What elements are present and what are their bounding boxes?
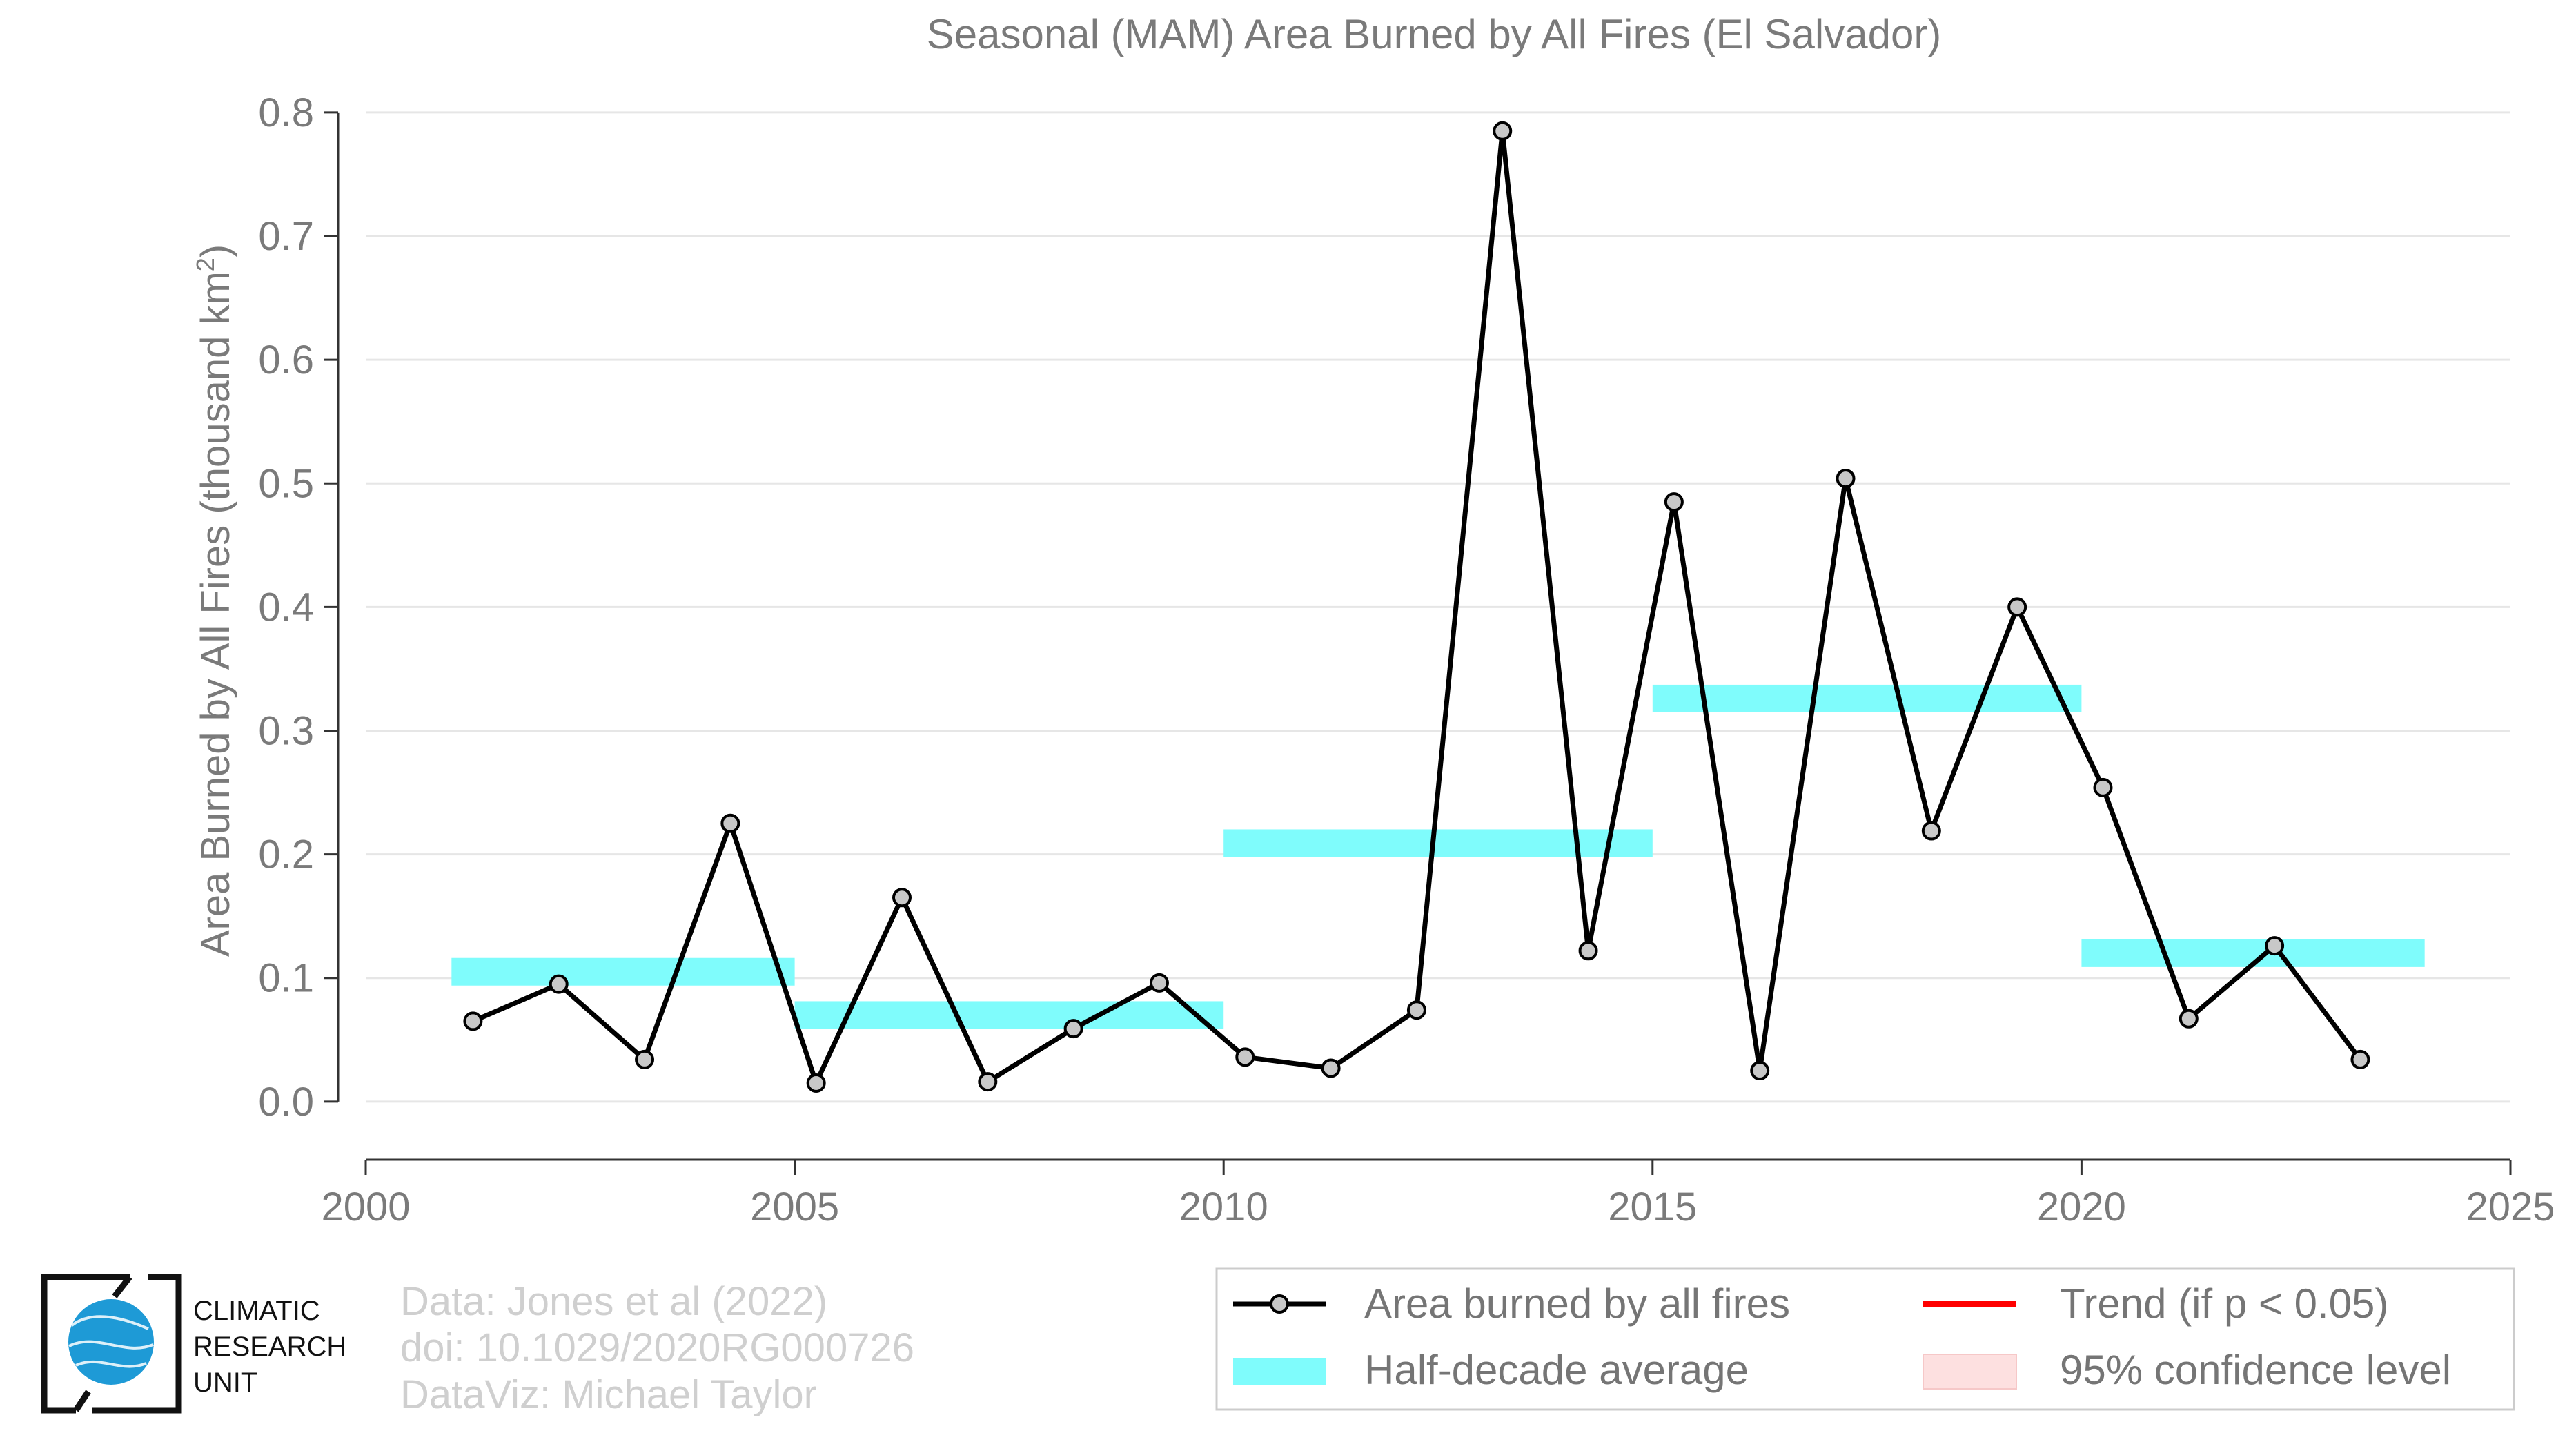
data-point [2350, 1049, 2370, 1069]
y-tick-label: 0.2 [258, 832, 314, 877]
y-tick-label: 0.3 [258, 708, 314, 753]
data-point [2007, 597, 2027, 617]
data-point [463, 1011, 483, 1031]
legend-ci-swatch [1923, 1354, 2017, 1390]
half-decade-average-bar [451, 957, 795, 986]
y-axis-label-close: ) [193, 244, 238, 257]
y-tick-label: 0.6 [258, 338, 314, 382]
legend-label-ci: 95% confidence level [2060, 1347, 2451, 1393]
globe-swirl-3 [75, 1360, 147, 1368]
x-tick-label: 2020 [2037, 1185, 2126, 1229]
credit-dataviz: DataViz: Michael Taylor [400, 1372, 817, 1417]
data-point [1235, 1047, 1255, 1067]
y-axis-label-superscript: 2 [191, 257, 219, 271]
legend-label-area-burned: Area burned by all fires [1364, 1280, 1790, 1327]
data-point [1321, 1058, 1341, 1078]
chart-title: Seasonal (MAM) Area Burned by All Fires … [927, 11, 1942, 57]
half-decade-average-bar [1652, 684, 2082, 712]
legend-marker-swatch [1270, 1294, 1289, 1314]
logo-frame-right [92, 1274, 182, 1414]
data-point [978, 1072, 998, 1092]
data-point [720, 813, 740, 833]
data-point [1750, 1061, 1770, 1081]
data-markers [463, 121, 2370, 1093]
legend-avg-swatch [1233, 1358, 1326, 1385]
x-tick-label: 2010 [1179, 1185, 1268, 1229]
data-point [2265, 936, 2285, 956]
data-point [806, 1073, 826, 1093]
y-tick-label: 0.0 [258, 1080, 314, 1124]
legend-label-trend: Trend (if p < 0.05) [2060, 1280, 2388, 1327]
logo-frame-left [41, 1274, 130, 1414]
logo-text-climatic: CLIMATIC [193, 1296, 320, 1326]
half-decade-average-bar [794, 1001, 1224, 1029]
x-tick-label: 2005 [750, 1185, 839, 1229]
data-point [1836, 469, 1856, 489]
y-tick-label: 0.7 [258, 214, 314, 259]
x-tick-label: 2025 [2466, 1185, 2555, 1229]
data-point [2093, 777, 2113, 797]
logo-slash-top [112, 1275, 132, 1298]
data-point [892, 888, 912, 908]
data-point [1921, 821, 1941, 841]
legend: Area burned by all fires Trend (if p < 0… [1215, 1267, 2515, 1411]
axes: 0.0 0.1 0.2 0.3 0.4 0.5 0.6 0.7 0.8 2000 2005 2010 2… [258, 90, 2555, 1229]
y-tick-label: 0.8 [258, 90, 314, 135]
data-point [1493, 121, 1513, 141]
y-tick-label: 0.1 [258, 956, 314, 1001]
credit-data: Data: Jones et al (2022) [400, 1279, 827, 1324]
data-point [1063, 1019, 1083, 1039]
y-tick-label: 0.5 [258, 461, 314, 506]
globe-swirl-2 [68, 1340, 154, 1350]
half-decade-average-bar [1223, 829, 1653, 857]
globe-swirl-1 [70, 1315, 149, 1330]
logo-text-research: RESEARCH [193, 1332, 346, 1362]
logo-text-unit: UNIT [193, 1367, 257, 1398]
data-point [1664, 492, 1684, 512]
x-tick-label: 2015 [1608, 1185, 1697, 1229]
credit-doi: doi: 10.1029/2020RG000726 [400, 1325, 914, 1370]
legend-label-half-decade: Half-decade average [1364, 1347, 1749, 1393]
x-tick-label: 2000 [321, 1185, 410, 1229]
data-point [549, 974, 569, 994]
data-point [1406, 1000, 1426, 1020]
data-point [1578, 941, 1598, 961]
cru-logo: CLIMATIC RESEARCH UNIT [41, 1274, 346, 1414]
y-tick-label: 0.4 [258, 585, 314, 630]
data-point [1149, 973, 1169, 993]
y-axis-label: Area Burned by All Fires (thousand km2) [191, 244, 238, 957]
data-point [635, 1049, 655, 1069]
data-point [2179, 1009, 2199, 1029]
logo-slash-bottom [73, 1390, 91, 1412]
legend-box [1215, 1267, 2515, 1411]
